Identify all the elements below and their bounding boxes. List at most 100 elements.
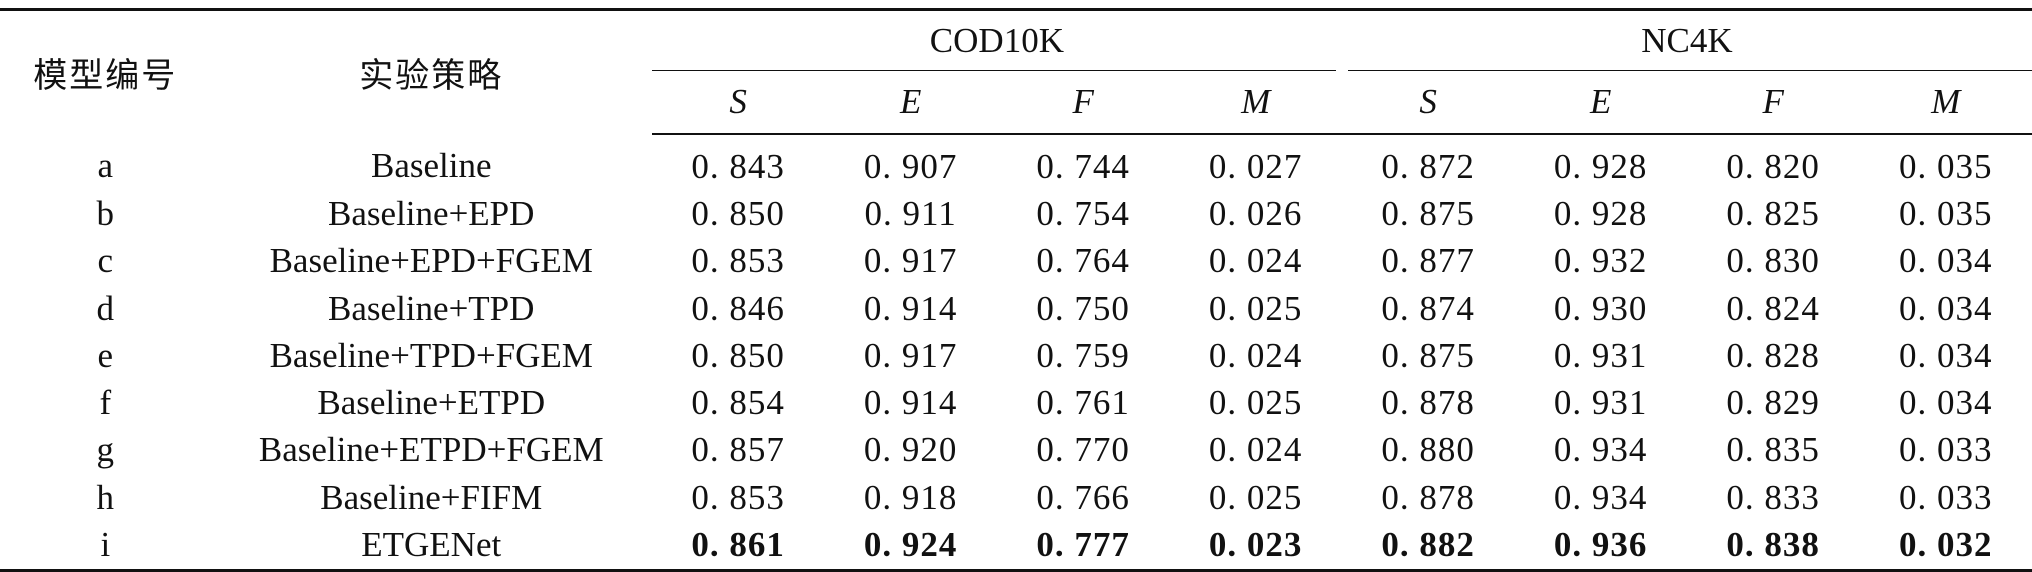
cell-metric-value: 0. 932	[1553, 241, 1648, 281]
cell-metric-value: 0. 825	[1726, 193, 1820, 233]
cell-metric-value: 0. 025	[1208, 477, 1303, 517]
cell-metric-value: 0. 853	[691, 241, 785, 281]
header-group-cod10k-rule	[651, 70, 1336, 71]
header-metric: S	[651, 71, 825, 135]
cell-metric-value: 0. 025	[1208, 383, 1303, 423]
header-metric: E	[1514, 71, 1687, 135]
cell-metric-value: 0. 034	[1898, 383, 1993, 423]
cell-metric-value: 0. 934	[1553, 477, 1648, 517]
cell-metric-value: 0. 934	[1553, 430, 1648, 470]
table-row: f Baseline+ETPD 0. 854 0. 914 0. 761 0. 025 0.…	[0, 379, 2032, 426]
cell-metric-value: 0. 035	[1898, 146, 1993, 186]
cell-metric-value: 0. 853	[691, 477, 785, 517]
cell-metric-value: 0. 931	[1553, 383, 1648, 423]
cell-metric-value: 0. 025	[1208, 288, 1303, 328]
table-row: e Baseline+TPD+FGEM 0. 850 0. 917 0. 759 0. 0…	[0, 332, 2032, 379]
cell-metric-value: 0. 875	[1381, 335, 1475, 375]
cell-metric-value: 0. 034	[1898, 335, 1993, 375]
cell-strategy: Baseline+EPD	[328, 193, 535, 233]
cell-metric-value: 0. 829	[1726, 383, 1820, 423]
header-metric: F	[1686, 71, 1860, 135]
cell-metric-value: 0. 824	[1726, 288, 1820, 328]
cell-metric-value: 0. 034	[1898, 288, 1993, 328]
cell-metric-value: 0. 931	[1553, 335, 1648, 375]
cell-strategy: Baseline+ETPD	[317, 383, 546, 423]
table-row: d Baseline+TPD 0. 846 0. 914 0. 750 0. 025 0. …	[0, 285, 2032, 332]
cell-strategy: Baseline+ETPD+FGEM	[258, 430, 604, 470]
cell-metric-value: 0. 917	[863, 241, 958, 281]
cell-metric-value: 0. 854	[691, 383, 785, 423]
cell-metric-value: 0. 907	[863, 146, 958, 186]
cell-metric-value: 0. 861	[691, 525, 785, 565]
table-row: h Baseline+FIFM 0. 853 0. 918 0. 766 0. 025 0.…	[0, 474, 2032, 521]
ablation-table: 模型编号 实验策略 COD10K NC4K S E F M S E F	[0, 8, 2032, 572]
cell-metric-value: 0. 027	[1208, 146, 1303, 186]
cell-metric-value: 0. 928	[1553, 146, 1648, 186]
cell-model-id: d	[96, 288, 115, 328]
header-metric: S	[1341, 71, 1515, 135]
header-group-nc4k-rule	[1347, 70, 2032, 71]
header-group-cod10k: COD10K	[651, 10, 1342, 71]
cell-metric-value: 0. 026	[1208, 193, 1303, 233]
cell-metric-value: 0. 034	[1898, 241, 1993, 281]
cell-metric-value: 0. 850	[691, 193, 785, 233]
cell-strategy: Baseline+TPD	[328, 288, 535, 328]
cell-model-id: b	[96, 193, 115, 233]
cell-model-id: e	[97, 335, 114, 375]
table-row: b Baseline+EPD 0. 850 0. 911 0. 754 0. 026 0. …	[0, 190, 2032, 237]
table-body: a Baseline 0. 843 0. 907 0. 744 0. 027 0. 872 0…	[0, 134, 2032, 571]
cell-metric-value: 0. 880	[1381, 430, 1475, 470]
ablation-table-container: 模型编号 实验策略 COD10K NC4K S E F M S E F	[0, 8, 2032, 572]
header-group-nc4k-label: NC4K	[1641, 21, 1733, 60]
cell-metric-value: 0. 872	[1381, 146, 1475, 186]
cell-metric-value: 0. 033	[1898, 477, 1993, 517]
cell-metric-value: 0. 754	[1036, 193, 1130, 233]
cell-metric-value: 0. 023	[1208, 525, 1303, 565]
cell-metric-value: 0. 764	[1036, 241, 1130, 281]
header-metric: M	[1169, 71, 1342, 135]
cell-metric-value: 0. 917	[863, 335, 958, 375]
cell-metric-value: 0. 920	[863, 430, 958, 470]
cell-metric-value: 0. 924	[863, 525, 958, 565]
cell-metric-value: 0. 828	[1726, 335, 1820, 375]
header-model-id: 模型编号	[33, 56, 178, 96]
cell-model-id: a	[97, 146, 114, 186]
table-row: c Baseline+EPD+FGEM 0. 853 0. 917 0. 764 0. 0…	[0, 238, 2032, 285]
header-strategy: 实验策略	[359, 56, 504, 96]
cell-metric-value: 0. 875	[1381, 193, 1475, 233]
header-row-metrics: S E F M S E F M	[0, 71, 2032, 135]
header-group-cod10k-label: COD10K	[929, 21, 1064, 60]
cell-model-id: h	[96, 477, 115, 517]
cell-metric-value: 0. 820	[1726, 146, 1820, 186]
cell-model-id: c	[97, 241, 114, 281]
cell-metric-value: 0. 032	[1898, 525, 1993, 565]
cell-metric-value: 0. 878	[1381, 477, 1475, 517]
cell-metric-value: 0. 761	[1036, 383, 1130, 423]
cell-metric-value: 0. 911	[864, 193, 957, 233]
cell-strategy: Baseline	[370, 146, 492, 186]
header-row-groups: 模型编号 实验策略 COD10K NC4K	[0, 10, 2032, 96]
header-metric: F	[996, 71, 1170, 135]
cell-strategy: Baseline+EPD+FGEM	[269, 241, 593, 281]
cell-metric-value: 0. 928	[1553, 193, 1648, 233]
cell-metric-value: 0. 846	[691, 288, 785, 328]
header-metric: E	[824, 71, 997, 135]
header-group-nc4k: NC4K	[1342, 10, 2032, 71]
cell-metric-value: 0. 930	[1553, 288, 1648, 328]
cell-metric-value: 0. 857	[691, 430, 785, 470]
cell-metric-value: 0. 877	[1381, 241, 1475, 281]
cell-metric-value: 0. 024	[1208, 430, 1303, 470]
cell-metric-value: 0. 833	[1726, 477, 1820, 517]
cell-metric-value: 0. 770	[1036, 430, 1130, 470]
cell-metric-value: 0. 882	[1381, 525, 1475, 565]
cell-strategy: Baseline+TPD+FGEM	[269, 335, 593, 375]
cell-model-id: g	[96, 430, 115, 470]
cell-metric-value: 0. 777	[1036, 525, 1130, 565]
cell-metric-value: 0. 914	[863, 288, 958, 328]
cell-metric-value: 0. 850	[691, 335, 785, 375]
cell-metric-value: 0. 033	[1898, 430, 1993, 470]
cell-metric-value: 0. 759	[1036, 335, 1130, 375]
table-row: i ETGENet 0. 861 0. 924 0. 777 0. 023 0. 882 0.…	[0, 521, 2032, 570]
cell-metric-value: 0. 766	[1036, 477, 1130, 517]
cell-model-id: f	[99, 383, 112, 423]
